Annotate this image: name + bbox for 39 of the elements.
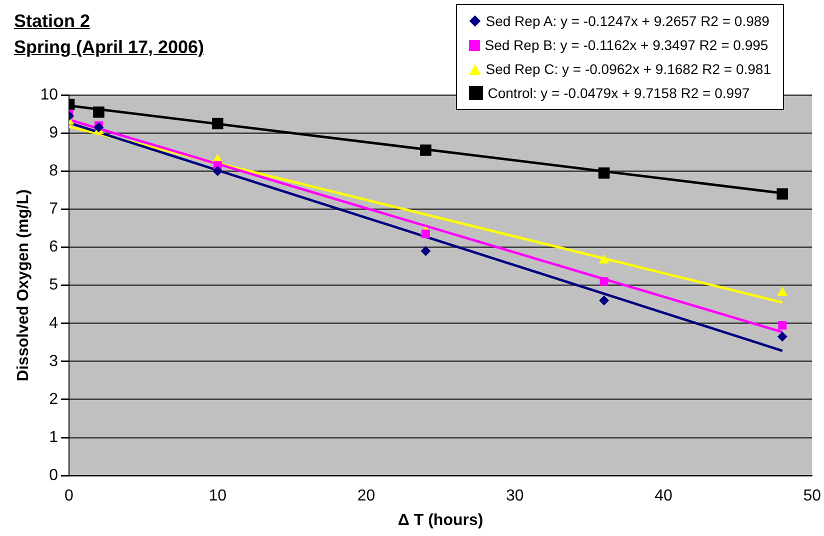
point [776,188,788,200]
point [212,166,223,176]
point [94,122,104,132]
legend-label: Sed Rep A: y = -0.1247x + 9.2657 R2 = 0.989 [486,13,770,29]
point [212,118,224,130]
legend-label: Sed Rep C: y = -0.0962x + 9.1682 R2 = 0.981 [486,61,771,77]
point [598,167,610,179]
point [778,321,787,330]
x-axis-title: Δ T (hours) [398,512,484,529]
x-tick-label: 40 [654,488,672,505]
point [420,246,431,256]
y-tick-label: 8 [49,162,58,180]
y-tick-label: 7 [49,200,58,218]
y-tick-label: 1 [49,428,58,446]
point [421,230,430,238]
y-tick-label: 9 [49,124,58,142]
point [598,254,610,264]
y-tick-label: 6 [49,238,58,256]
x-tick-label: 20 [357,488,376,505]
legend-label: Control: y = -0.0479x + 9.7158 R2 = 0.997 [488,85,750,101]
legend-label: Sed Rep B: y = -0.1162x + 9.3497 R2 = 0.995 [484,37,768,53]
chart-title: Station 2 [14,10,92,33]
y-tick-label: 3 [49,352,58,370]
y-axis-title: Dissolved Oxygen (mg/L) [15,189,32,382]
point [599,296,610,306]
point [600,277,608,286]
y-tick-label: 0 [49,467,58,484]
y-tick-label: 2 [49,390,58,408]
x-tick-label: 0 [64,488,74,505]
chart-subtitle: Spring (April 17, 2006) [14,36,204,59]
y-tick-label: 10 [40,86,58,104]
y-tick-label: 5 [49,276,58,294]
point [420,144,432,156]
point [93,106,104,118]
x-tick-label: 30 [506,488,524,505]
y-tick-label: 4 [49,314,58,332]
x-tick-label: 10 [208,488,227,505]
x-tick-label: 50 [803,488,822,505]
point [777,332,788,342]
